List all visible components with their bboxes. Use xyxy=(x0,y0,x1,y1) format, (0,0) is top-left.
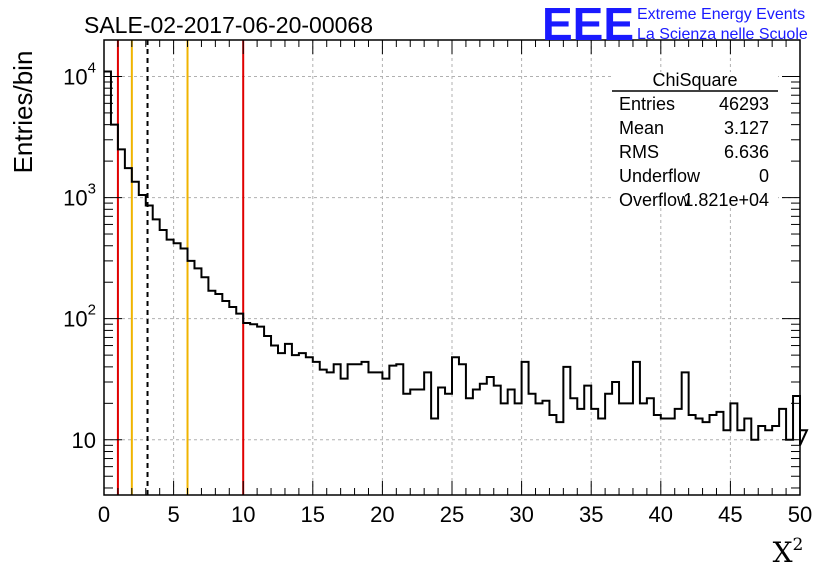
x-tick-label: 25 xyxy=(440,502,464,527)
stats-label: RMS xyxy=(619,142,659,162)
eee-logo: EEE Extreme Energy Events La Scienza nel… xyxy=(542,0,808,50)
y-tick-label: 103 xyxy=(63,181,96,211)
stats-box: ChiSquare Entries 46293 Mean 3.127 RMS 6.636 U… xyxy=(612,70,778,210)
x-tick-label: 15 xyxy=(301,502,325,527)
stats-value: 0 xyxy=(759,166,769,186)
stats-label: Entries xyxy=(619,94,675,114)
y-axis: 10 102 103 104 xyxy=(63,39,800,489)
x-axis: 0 5 10 15 20 25 30 35 40 45 50 xyxy=(98,40,812,527)
stats-value: 6.636 xyxy=(724,142,769,162)
x-tick-label: 5 xyxy=(167,502,179,527)
x-tick-label: 10 xyxy=(231,502,255,527)
eee-logo-line1: Extreme Energy Events xyxy=(637,6,805,23)
stats-label: Mean xyxy=(619,118,664,138)
reference-lines xyxy=(116,40,245,495)
stats-value: 1.821e+04 xyxy=(683,190,769,210)
eee-logo-line2: La Scienza nelle Scuole xyxy=(637,26,808,43)
stats-value: 3.127 xyxy=(724,118,769,138)
x-axis-label-base: X xyxy=(773,536,793,569)
y-tick-label: 102 xyxy=(63,302,96,332)
stats-rows: Entries 46293 Mean 3.127 RMS 6.636 Underflow 0 O… xyxy=(619,94,769,210)
chart-title: SALE-02-2017-06-20-00068 xyxy=(84,12,373,38)
x-tick-label: 0 xyxy=(98,502,110,527)
x-tick-label: 35 xyxy=(579,502,603,527)
stats-value: 46293 xyxy=(719,94,769,114)
x-tick-label: 45 xyxy=(718,502,742,527)
stats-label: Underflow xyxy=(619,166,701,186)
y-tick-label: 10 xyxy=(72,428,96,453)
histogram-line xyxy=(104,70,809,446)
y-axis-label: Entries/bin xyxy=(8,51,38,174)
stats-label: Overflow xyxy=(619,190,691,210)
x-tick-label: 50 xyxy=(788,502,812,527)
x-axis-label: X2 xyxy=(773,535,804,569)
x-tick-label: 20 xyxy=(370,502,394,527)
x-tick-label: 40 xyxy=(649,502,673,527)
x-axis-label-superscript: 2 xyxy=(793,535,804,555)
eee-logo-mark: EEE xyxy=(542,0,634,50)
x-tick-label: 30 xyxy=(509,502,533,527)
y-tick-label: 104 xyxy=(63,59,96,89)
stats-box-background xyxy=(612,72,778,208)
stats-title: ChiSquare xyxy=(652,70,737,90)
